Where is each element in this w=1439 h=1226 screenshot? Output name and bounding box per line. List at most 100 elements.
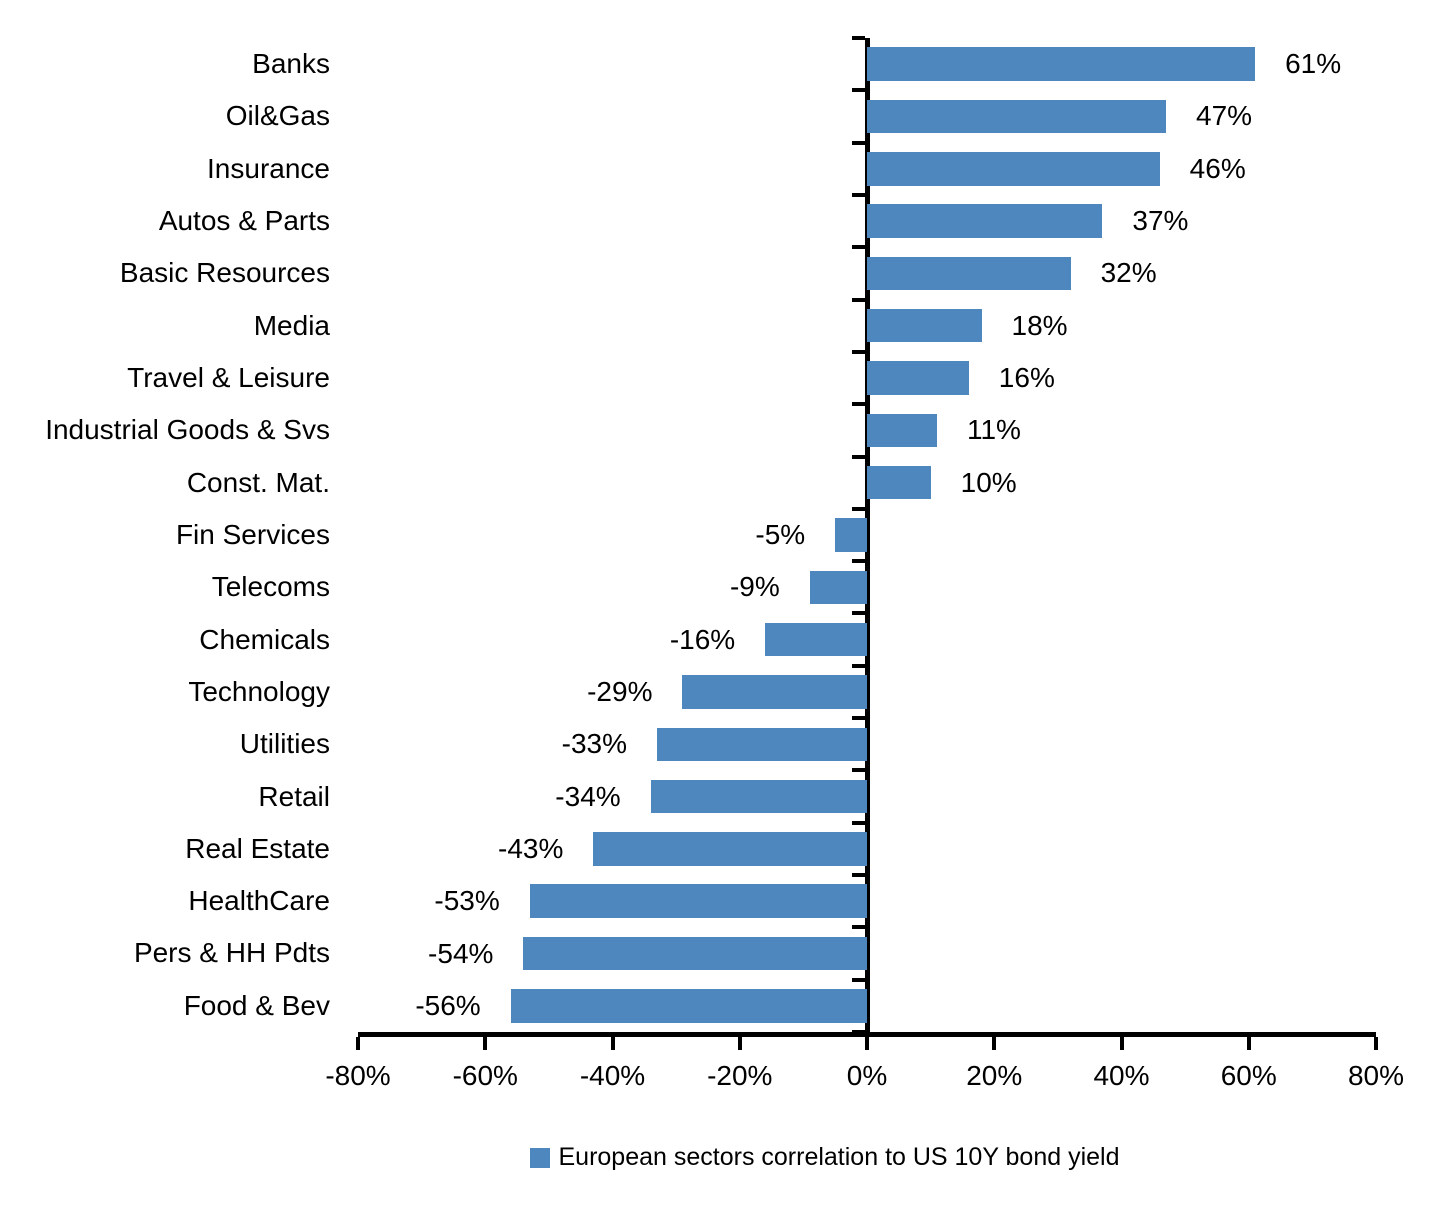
category-label: Const. Mat.	[186, 466, 330, 498]
x-axis-tick	[483, 1037, 488, 1050]
value-label: 47%	[1196, 100, 1253, 132]
bar	[867, 413, 937, 448]
y-axis-tick	[852, 1030, 865, 1034]
y-axis-tick	[852, 192, 865, 197]
category-label: HealthCare	[188, 885, 330, 917]
x-axis-tick	[737, 1037, 742, 1050]
value-label: 32%	[1100, 257, 1157, 289]
bar	[650, 779, 867, 814]
category-label: Real Estate	[185, 832, 330, 864]
bar	[523, 936, 867, 971]
bar	[867, 152, 1160, 186]
x-axis-tick-label: 80%	[1347, 1060, 1405, 1091]
value-label: 11%	[966, 414, 1021, 446]
bar	[682, 675, 867, 709]
category-label: Pers & HH Pdts	[133, 937, 330, 969]
y-axis-tick	[852, 873, 865, 878]
category-label: Food & Bev	[183, 989, 330, 1021]
y-axis-tick	[852, 559, 865, 564]
bar	[835, 518, 867, 552]
category-label: Telecoms	[211, 571, 330, 603]
category-label: Media	[253, 309, 330, 341]
category-label: Retail	[258, 780, 330, 812]
value-label: -16%	[669, 623, 736, 655]
category-label: Travel & Leisure	[127, 362, 330, 394]
bar	[657, 727, 867, 761]
bar	[510, 989, 867, 1023]
value-label: 37%	[1132, 205, 1189, 237]
category-label: Fin Services	[175, 518, 330, 550]
y-axis-tick	[852, 454, 865, 459]
bar	[765, 622, 867, 657]
value-label: -53%	[434, 885, 500, 917]
value-label: -56%	[415, 989, 481, 1021]
bar	[867, 204, 1103, 238]
value-label: -34%	[555, 780, 621, 812]
category-label: Chemicals	[199, 623, 330, 655]
y-axis-tick	[852, 663, 865, 668]
x-axis-tick	[992, 1037, 997, 1050]
bar	[529, 884, 867, 918]
bar	[867, 361, 969, 395]
legend-container: European sectors correlation to US 10Y b…	[0, 1143, 1439, 1172]
legend-swatch-icon	[529, 1147, 550, 1168]
plot-area: 61% 47% 46% 37% 32% 18% 16% 11% 10% -5% -9% -16% -29…	[325, 36, 1404, 1091]
bar	[867, 256, 1071, 291]
value-label: 10%	[960, 466, 1017, 498]
value-label: 61%	[1285, 48, 1342, 80]
legend-label: European sectors correlation to US 10Y b…	[558, 1143, 1120, 1171]
category-label: Technology	[188, 675, 330, 707]
y-axis-tick	[852, 36, 865, 40]
x-axis-tick-label: 20%	[966, 1060, 1023, 1091]
legend: European sectors correlation to US 10Y b…	[529, 1143, 1120, 1172]
bar	[593, 832, 867, 866]
category-label: Industrial Goods & Svs	[45, 414, 330, 446]
bar	[867, 465, 931, 500]
y-axis-tick	[852, 349, 865, 354]
x-axis-tick-label: -60%	[452, 1060, 518, 1091]
category-label: Banks	[252, 48, 330, 80]
value-label: 16%	[998, 362, 1055, 394]
y-axis-tick	[852, 768, 865, 773]
value-label: -5%	[755, 518, 806, 550]
x-axis-tick-label: -20%	[707, 1060, 773, 1091]
zero-axis-line	[864, 38, 870, 1037]
x-axis-tick-label: -80%	[325, 1060, 391, 1091]
bar	[867, 47, 1256, 81]
y-axis-tick	[852, 925, 865, 930]
category-label: Utilities	[239, 728, 330, 760]
value-label: 18%	[1011, 309, 1068, 341]
x-axis-tick-label: -40%	[579, 1060, 646, 1091]
value-label: -29%	[587, 675, 653, 707]
x-axis-tick	[356, 1037, 360, 1050]
x-axis-tick-label: 0%	[846, 1060, 888, 1091]
x-axis-tick	[610, 1037, 615, 1050]
y-axis-tick	[852, 716, 865, 721]
y-axis-tick	[852, 611, 865, 616]
y-axis-tick	[852, 88, 865, 93]
category-label: Oil&Gas	[225, 100, 330, 132]
bar	[867, 308, 982, 343]
x-axis-tick-label: 60%	[1220, 1060, 1277, 1091]
bar	[809, 570, 867, 605]
x-axis-tick	[865, 1037, 869, 1050]
value-label: -54%	[428, 937, 494, 969]
category-label: Autos & Parts	[158, 205, 330, 237]
y-axis-tick	[852, 297, 865, 302]
x-axis-tick	[1374, 1037, 1378, 1050]
x-axis-tick	[1246, 1037, 1251, 1050]
value-label: -43%	[498, 832, 564, 864]
x-axis-tick-label: 40%	[1093, 1060, 1150, 1091]
y-axis-tick	[852, 506, 865, 511]
bar	[867, 99, 1167, 134]
value-label: 46%	[1189, 152, 1246, 184]
y-axis-tick	[852, 977, 865, 982]
y-axis-tick	[852, 245, 865, 250]
value-label: -33%	[561, 728, 628, 760]
value-label: -9%	[729, 571, 780, 603]
y-axis-tick	[852, 140, 865, 145]
x-axis-line	[358, 1032, 1376, 1037]
x-axis-tick	[1119, 1037, 1124, 1050]
y-axis-tick	[852, 820, 865, 825]
